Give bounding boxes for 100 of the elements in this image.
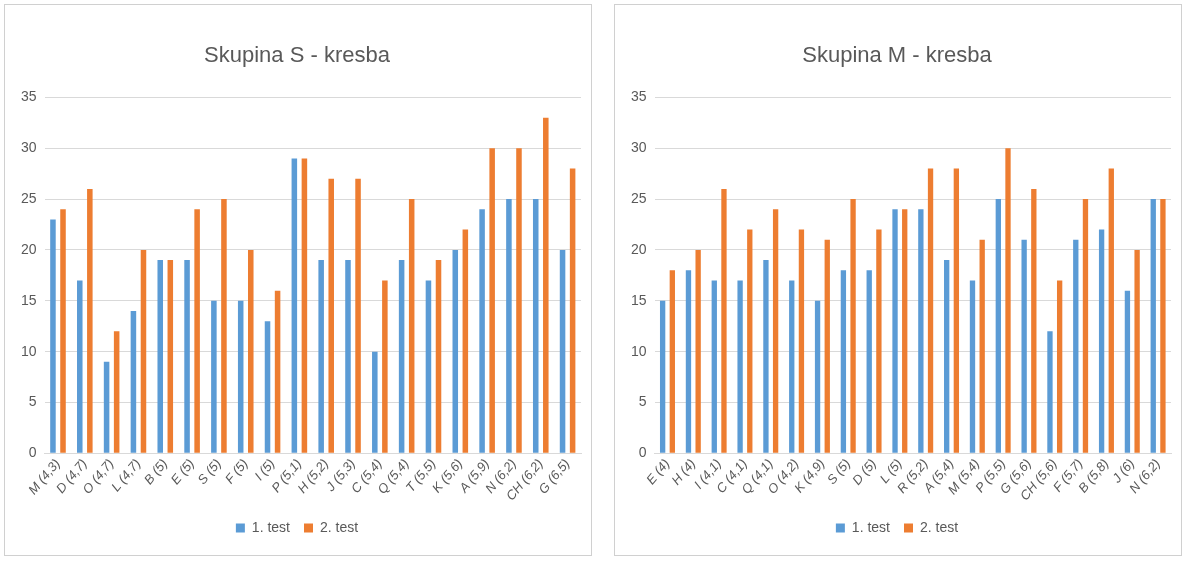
bar bbox=[876, 229, 882, 453]
bar bbox=[659, 300, 666, 453]
legend-label: 1. test bbox=[851, 518, 891, 535]
bar bbox=[995, 199, 1001, 453]
y-tick-label: 35 bbox=[630, 88, 647, 105]
bar bbox=[918, 209, 924, 453]
y-tick-label: 0 bbox=[638, 444, 647, 461]
bar bbox=[506, 199, 512, 453]
bar bbox=[184, 260, 190, 453]
bar bbox=[372, 351, 378, 453]
bar bbox=[814, 300, 821, 453]
bar bbox=[979, 239, 985, 453]
legend-label: 2. test bbox=[320, 518, 359, 535]
bar bbox=[747, 229, 753, 453]
bar bbox=[763, 260, 769, 453]
bar bbox=[113, 331, 120, 453]
bar bbox=[157, 260, 164, 453]
bar bbox=[516, 148, 522, 453]
bar bbox=[798, 229, 805, 453]
y-tick-label: 20 bbox=[630, 240, 647, 257]
bar bbox=[824, 239, 830, 453]
bar bbox=[543, 117, 549, 453]
bar bbox=[1056, 280, 1063, 453]
bar bbox=[685, 270, 692, 453]
bar bbox=[866, 270, 872, 453]
legend-label: 1. test bbox=[251, 518, 291, 535]
bar bbox=[1150, 199, 1156, 453]
bar bbox=[462, 229, 469, 453]
bar bbox=[355, 178, 361, 453]
bar bbox=[328, 178, 334, 453]
bar bbox=[789, 280, 795, 453]
bar bbox=[479, 209, 485, 453]
bar bbox=[1005, 148, 1011, 453]
x-tick-label: D (5) bbox=[849, 455, 880, 488]
bar bbox=[1073, 239, 1079, 453]
bar bbox=[1108, 168, 1114, 453]
bar bbox=[264, 321, 271, 453]
bar bbox=[902, 209, 908, 453]
y-tick-label: 20 bbox=[20, 240, 37, 257]
chart-title: Skupina S - kresba bbox=[204, 42, 391, 68]
bar bbox=[569, 168, 576, 453]
legend-label: 2. test bbox=[920, 518, 959, 535]
bar bbox=[425, 280, 432, 453]
y-tick-label: 15 bbox=[20, 291, 37, 308]
bar bbox=[237, 300, 244, 453]
bar bbox=[721, 188, 727, 453]
y-tick-label: 25 bbox=[20, 189, 37, 206]
bar bbox=[435, 260, 442, 453]
chart-title: Skupina M - kresba bbox=[802, 42, 993, 68]
bar bbox=[489, 148, 495, 453]
bar bbox=[398, 260, 405, 453]
bar bbox=[927, 168, 934, 453]
bar bbox=[211, 300, 217, 453]
bar bbox=[60, 209, 66, 453]
bar bbox=[87, 188, 93, 453]
bar bbox=[850, 199, 856, 453]
y-tick-label: 10 bbox=[20, 342, 37, 359]
bar bbox=[301, 158, 308, 453]
y-tick-label: 5 bbox=[638, 393, 647, 410]
bar bbox=[669, 270, 675, 453]
bar bbox=[452, 249, 459, 453]
bar bbox=[1021, 239, 1027, 453]
bar bbox=[944, 260, 950, 453]
y-tick-label: 30 bbox=[630, 139, 647, 156]
bar bbox=[1047, 331, 1053, 453]
bar bbox=[737, 280, 743, 453]
bar bbox=[345, 260, 351, 453]
bar bbox=[140, 249, 147, 453]
y-tick-label: 5 bbox=[28, 393, 37, 410]
y-tick-label: 0 bbox=[28, 444, 37, 461]
bar bbox=[1031, 188, 1037, 453]
bar bbox=[130, 310, 137, 453]
bar bbox=[167, 260, 174, 453]
bar bbox=[1160, 199, 1166, 453]
bar bbox=[892, 209, 898, 453]
bar bbox=[1134, 249, 1140, 453]
bar bbox=[291, 158, 298, 453]
bar bbox=[77, 280, 83, 453]
y-tick-label: 10 bbox=[630, 342, 647, 359]
bar bbox=[382, 280, 388, 453]
y-tick-label: 30 bbox=[20, 139, 37, 156]
bar bbox=[969, 280, 976, 453]
bar bbox=[408, 199, 415, 453]
bar bbox=[318, 260, 324, 453]
y-tick-label: 35 bbox=[20, 88, 37, 105]
bar bbox=[559, 249, 566, 453]
y-tick-label: 15 bbox=[630, 291, 647, 308]
y-tick-label: 25 bbox=[630, 189, 647, 206]
bar bbox=[274, 290, 281, 453]
bar bbox=[103, 361, 110, 453]
bar bbox=[194, 209, 200, 453]
bar bbox=[840, 270, 847, 453]
x-tick-label: F (5) bbox=[221, 455, 251, 487]
bar bbox=[711, 280, 717, 453]
bar bbox=[695, 249, 701, 453]
bar bbox=[532, 199, 539, 453]
bar bbox=[772, 209, 779, 453]
bar bbox=[50, 219, 56, 453]
bar bbox=[1082, 199, 1089, 453]
bar bbox=[1124, 290, 1131, 453]
